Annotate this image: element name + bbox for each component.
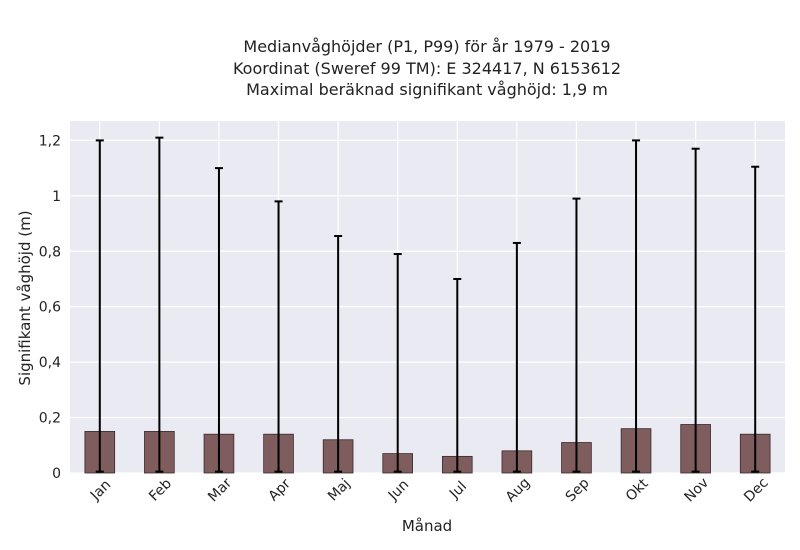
chart-title-line-1: Medianvåghöjder (P1, P99) för år 1979 - … — [243, 37, 610, 56]
error-bar-feb — [155, 136, 164, 473]
x-tick-label-jun: Jun — [385, 477, 412, 504]
y-tick-label: 0,6 — [39, 300, 61, 316]
y-tick-label: 1,2 — [39, 133, 61, 149]
error-bar-jul — [453, 277, 462, 473]
y-tick-label: 0,4 — [39, 355, 61, 371]
y-tick-label: 0 — [52, 466, 61, 482]
chart-title-line-2: Koordinat (Sweref 99 TM): E 324417, N 61… — [233, 59, 621, 78]
error-bar-jun — [393, 253, 402, 473]
x-tick-label-aug: Aug — [503, 475, 534, 506]
x-axis-label: Månad — [402, 517, 452, 535]
x-tick-label-dec: Dec — [741, 475, 771, 505]
y-tick-label: 0,2 — [39, 411, 61, 427]
x-tick-label-maj: Maj — [325, 476, 354, 505]
error-bar-jan — [95, 139, 104, 473]
y-tick-label: 1 — [52, 189, 61, 205]
x-tick-label-feb: Feb — [146, 476, 175, 505]
x-tick-label-apr: Apr — [265, 476, 294, 505]
x-tick-label-okt: Okt — [623, 475, 652, 504]
error-bar-sep — [572, 197, 581, 473]
y-axis-label: Signifikant våghöjd (m) — [16, 210, 34, 385]
y-tick-label: 0,8 — [39, 244, 61, 260]
x-tick-label-mar: Mar — [205, 475, 235, 505]
chart-title-line-3: Maximal beräknad signifikant våghöjd: 1,… — [246, 80, 608, 99]
y-tick-labels: 0 0,2 0,4 0,6 0,8 1 1,2 — [39, 133, 61, 482]
error-bars — [95, 136, 760, 473]
x-tick-label-nov: Nov — [681, 475, 712, 506]
x-tick-label-sep: Sep — [563, 475, 593, 505]
error-bar-apr — [274, 200, 283, 473]
error-bar-okt — [632, 139, 641, 473]
x-tick-label-jul: Jul — [446, 479, 470, 503]
error-bar-nov — [691, 147, 700, 473]
plot-area — [70, 121, 785, 473]
error-bar-mar — [214, 167, 223, 473]
x-tick-label-jan: Jan — [87, 477, 114, 504]
error-bar-maj — [334, 235, 343, 473]
x-tick-labels: Jan Feb Mar Apr Maj Jun Jul Aug Sep Okt Nov Dec — [87, 475, 772, 506]
error-bar-dec — [751, 165, 760, 473]
chart-title: Medianvåghöjder (P1, P99) för år 1979 - … — [233, 37, 621, 99]
error-bar-aug — [512, 241, 521, 473]
